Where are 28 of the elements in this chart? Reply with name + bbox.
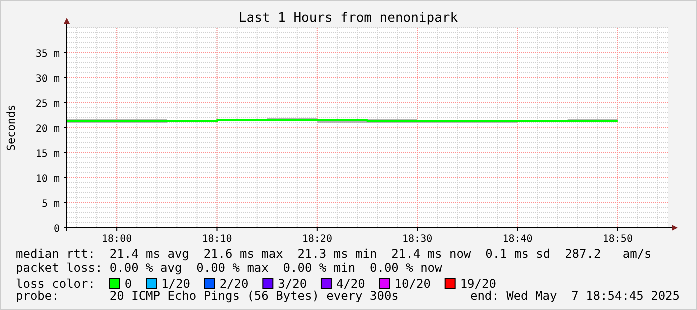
text: packet loss: 0.00 % avg 0.00 % max 0.00 % min 0.00 % now (16, 261, 444, 275)
y-tick-label: 15 m (36, 149, 60, 160)
y-axis-title: Seconds (5, 104, 18, 152)
legend-label: 3/20 (278, 277, 308, 291)
legend-label: 10/20 (394, 277, 431, 291)
y-tick-label: 25 m (36, 99, 60, 110)
y-tick-label: 10 m (36, 174, 60, 185)
text: probe: 20 ICMP Echo Pings (56 Bytes) every 300s (16, 289, 399, 303)
legend-label: 1/20 (162, 277, 190, 291)
y-tick-label: 30 m (36, 74, 60, 85)
legend-label: 2/20 (220, 277, 249, 291)
legend-title: loss color: (16, 277, 96, 291)
y-tick-label: 0 (54, 224, 60, 235)
legend-label: 19/20 (460, 277, 496, 291)
y-tick-label: 5 m (42, 199, 60, 210)
text: median rtt: 21.4 ms avg 21.6 ms max 21.3 ms min 21.4 ms now 0.1 ms sd 287.2 am/s (16, 247, 652, 261)
legend-label: 4/20 (336, 277, 366, 291)
text: end: Wed May 7 18:54:45 2025 (470, 289, 680, 303)
x-tick-label: 18:50 (602, 234, 633, 245)
x-tick-label: 18:20 (302, 234, 332, 245)
x-tick-label: 18:30 (402, 234, 433, 245)
x-tick-label: 18:00 (102, 234, 132, 245)
x-tick-label: 18:40 (502, 234, 533, 245)
y-tick-label: 20 m (36, 124, 60, 135)
x-tick-label: 18:10 (202, 234, 232, 245)
legend-label: 0 (124, 277, 132, 291)
chart-title: Last 1 Hours from nenonipark (238, 11, 458, 26)
y-tick-label: 35 m (36, 49, 60, 60)
